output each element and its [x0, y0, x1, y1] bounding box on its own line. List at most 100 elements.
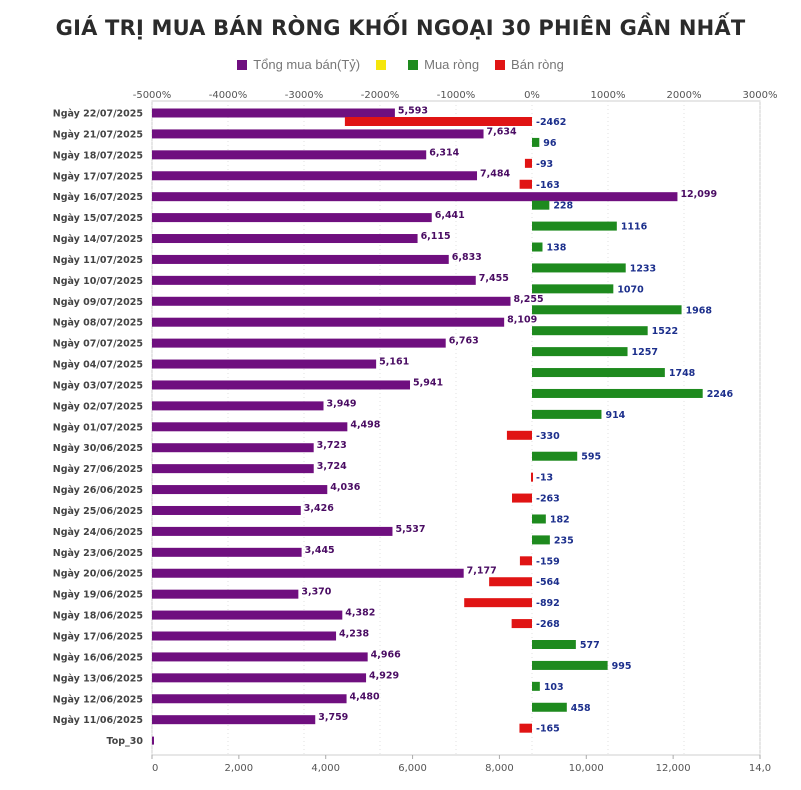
total-data-label: 3,426 [304, 503, 334, 514]
top-axis-tick-label: 1000% [591, 90, 626, 101]
net-buy-bar [532, 263, 626, 273]
net-data-label: 577 [580, 640, 600, 651]
total-data-label: 7,634 [487, 126, 517, 137]
net-data-label: 1748 [669, 368, 696, 379]
total-bar [152, 338, 446, 348]
category-label: Ngày 16/06/2025 [53, 652, 143, 663]
net-data-label: 1070 [617, 284, 644, 295]
category-label: Ngày 17/07/2025 [53, 171, 143, 182]
legend-item-yellow[interactable] [376, 57, 392, 72]
category-label: Ngày 12/06/2025 [53, 694, 143, 705]
total-bar [152, 317, 505, 327]
total-data-label: 3,724 [317, 461, 347, 472]
net-sell-bar [344, 117, 532, 126]
category-label: Ngày 01/07/2025 [53, 422, 143, 433]
net-buy-bar [532, 514, 546, 524]
net-data-label: 1522 [652, 326, 678, 337]
total-bar [152, 464, 314, 474]
category-label: Top_30 [106, 736, 143, 747]
category-label: Ngày 10/07/2025 [53, 276, 143, 287]
total-bar [152, 547, 302, 557]
net-data-label: -2462 [536, 117, 566, 128]
legend-label-buy: Mua ròng [424, 57, 480, 72]
net-data-label: 235 [554, 535, 574, 546]
legend-item-sell[interactable]: Bán ròng [495, 57, 564, 72]
category-label: Ngày 03/07/2025 [53, 380, 143, 391]
net-data-label: -263 [536, 494, 560, 505]
net-sell-bar [506, 430, 532, 440]
total-bar [152, 296, 511, 306]
net-data-label: 458 [571, 703, 591, 714]
total-data-label: 4,382 [345, 608, 375, 619]
net-sell-bar [519, 179, 532, 189]
category-label: Ngày 21/07/2025 [53, 129, 143, 140]
net-data-label: 103 [544, 682, 564, 693]
net-buy-bar [532, 640, 576, 649]
legend-label-total: Tổng mua bán(Tỷ) [253, 57, 361, 72]
total-bar [152, 673, 367, 683]
total-bar [152, 505, 301, 515]
total-data-label: 5,161 [379, 357, 409, 368]
net-data-label: 182 [550, 514, 570, 525]
total-bar [152, 275, 476, 285]
total-data-label: 6,763 [449, 336, 479, 347]
top-axis-tick-label: 2000% [667, 90, 702, 101]
total-bar [152, 589, 299, 599]
net-data-label: 995 [612, 661, 632, 672]
net-data-label: -165 [536, 724, 560, 735]
net-data-label: -163 [536, 180, 560, 191]
top-axis-tick-label: -4000% [209, 90, 248, 101]
top-axis-tick-label: -2000% [361, 90, 400, 101]
legend-label-sell: Bán ròng [511, 57, 564, 72]
net-data-label: 2246 [707, 389, 734, 400]
total-data-label: 6,833 [452, 252, 482, 263]
bottom-axis-tick-label: 2,000 [225, 763, 254, 774]
category-label: Ngày 25/06/2025 [53, 506, 143, 517]
net-buy-bar [532, 326, 648, 336]
net-buy-bar [532, 347, 628, 357]
legend-item-total[interactable]: Tổng mua bán(Tỷ) [237, 57, 360, 72]
net-data-label: -892 [536, 598, 560, 609]
net-buy-bar [532, 388, 703, 398]
total-data-label: 8,255 [514, 294, 544, 305]
net-buy-bar [532, 284, 614, 294]
net-buy-bar [532, 137, 540, 147]
legend-item-buy[interactable]: Mua ròng [408, 57, 479, 72]
bottom-axis-tick-label: 12,000 [656, 763, 691, 774]
net-buy-bar [532, 681, 540, 691]
net-data-label: 914 [605, 410, 625, 421]
category-label: Ngày 20/06/2025 [53, 569, 143, 580]
category-label: Ngày 02/07/2025 [53, 401, 143, 412]
total-bar [152, 422, 348, 432]
category-label: Ngày 26/06/2025 [53, 485, 143, 496]
total-data-label: 7,484 [480, 168, 510, 179]
net-buy-bar [532, 702, 567, 712]
total-data-label: 3,370 [301, 587, 331, 598]
net-data-label: 1233 [630, 263, 656, 274]
category-label: Ngày 23/06/2025 [53, 548, 143, 559]
chart-title: GIÁ TRỊ MUA BÁN RÒNG KHỐI NGOẠI 30 PHIÊN… [55, 16, 746, 40]
total-data-label: 12,099 [680, 189, 717, 200]
category-label: Ngày 16/07/2025 [53, 192, 143, 203]
top-axis-tick-label: -5000% [133, 90, 172, 101]
net-data-label: 1257 [632, 347, 658, 358]
total-bar [152, 526, 393, 536]
net-buy-bar [532, 368, 665, 378]
total-bar [152, 213, 432, 223]
bottom-axis-tick-label: 14,0 [749, 763, 771, 774]
net-buy-bar [532, 305, 682, 315]
total-data-label: 4,480 [350, 691, 380, 702]
total-bar [152, 736, 154, 745]
net-sell-bar [519, 556, 532, 566]
total-data-label: 7,177 [467, 566, 497, 577]
total-data-label: 5,593 [398, 106, 428, 117]
total-data-label: 3,723 [317, 440, 347, 451]
net-data-label: 138 [546, 243, 566, 254]
top-axis-tick-label: -1000% [437, 90, 476, 101]
legend-swatch-buy [408, 59, 419, 70]
net-sell-bar [489, 577, 532, 587]
total-bar [152, 234, 418, 244]
net-buy-bar [532, 535, 550, 545]
category-label: Ngày 22/07/2025 [53, 109, 143, 120]
